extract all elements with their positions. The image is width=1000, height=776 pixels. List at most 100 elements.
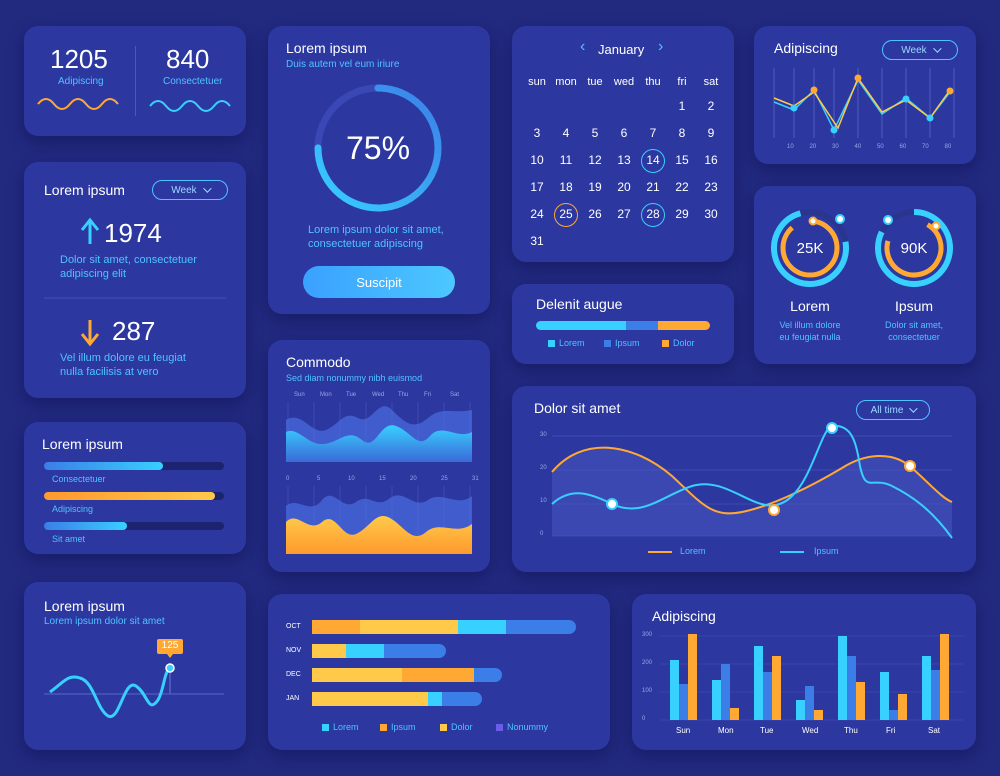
calendar-day[interactable]: 14 [641,149,665,173]
mini-line-badge: 125 [161,640,179,651]
commodo-number-tick: 10 [348,476,355,482]
ring-card: Lorem ipsum Duis autem vel eum iriure 75… [268,26,490,314]
dolor-ytick: 0 [540,531,544,537]
weekly-up-value: 1974 [104,218,162,248]
adipiscing-xtick: 60 [899,144,907,150]
calendar-day[interactable]: 25 [554,203,578,227]
commodo-day-tick: Thu [398,392,409,398]
calendar-day[interactable]: 30 [704,207,718,221]
commodo-wave-charts [286,402,472,554]
delenit-segment-ipsum [626,321,658,330]
donut-2-text1: Dolor sit amet, [884,320,944,330]
calendar-weekday: fri [677,76,687,88]
weekly-arrows [44,217,226,347]
commodo-number-tick: 15 [379,476,386,482]
calendar-day[interactable]: 7 [649,126,657,140]
calendar-day[interactable]: 12 [588,153,602,167]
all-time-select[interactable]: All time [856,400,930,420]
commodo-number-tick: 25 [441,476,448,482]
dolor-chart-title: Dolor sit amet [534,400,621,416]
calendar-next-button[interactable]: › [658,38,664,55]
calendar-day[interactable]: 11 [559,153,573,167]
calendar-day[interactable]: 24 [530,207,544,221]
hbar-month-label: JAN [286,695,300,702]
bar-ytick: 300 [642,632,653,638]
calendar-day[interactable]: 8 [678,126,686,140]
calendar-day[interactable]: 21 [646,180,660,194]
progress-track-1 [44,462,224,470]
calendar-weekday: mon [555,76,577,88]
weekly-title: Lorem ipsum [44,182,125,198]
progress-title: Lorem ipsum [42,436,123,452]
adipiscing-xtick: 50 [877,144,884,150]
stat-label-a: Adipiscing [58,76,104,87]
bar-ytick: 100 [642,688,653,694]
weekly-down-text2: nulla facilisis at vero [60,366,159,378]
progress-label-2: Adipiscing [52,504,94,514]
calendar-day[interactable]: 15 [675,153,689,167]
bars-thu [838,636,865,720]
calendar-day[interactable]: 17 [530,180,544,194]
calendar-day[interactable]: 4 [562,126,570,140]
calendar-day[interactable]: 1 [678,99,686,113]
calendar-day[interactable]: 18 [559,180,573,194]
adipiscing-xtick: 30 [832,144,839,150]
donut-2-label: Ipsum [894,298,934,314]
bars-sat [922,634,949,720]
calendar-day[interactable]: 9 [707,126,715,140]
commodo-card: Commodo Sed diam nonummy nibh euismod Su… [268,340,490,572]
delenit-legend-dolor: Dolor [662,338,695,348]
calendar-day[interactable]: 19 [588,180,602,194]
calendar-day[interactable]: 23 [704,180,718,194]
calendar-day[interactable]: 26 [588,207,602,221]
calendar-day[interactable]: 27 [617,207,631,221]
progress-track-2 [44,492,224,500]
arrow-up-icon [80,217,100,244]
calendar-day[interactable]: 3 [533,126,541,140]
calendar-day[interactable]: 31 [530,234,544,248]
calendar-day[interactable]: 2 [707,99,715,113]
calendar-day[interactable]: 20 [617,180,631,194]
donut-2-value: 90K [900,240,928,257]
adipiscing-xtick: 10 [787,144,794,150]
mini-line-card: Lorem ipsum Lorem ipsum dolor sit amet 1… [24,582,246,750]
stat-value-b: 840 [166,44,210,74]
bar-ytick: 200 [642,660,653,666]
dolor-chart-card: Dolor sit amet All time 30 20 10 0 Lorem Ip… [512,386,976,572]
calendar-day[interactable]: 13 [617,153,631,167]
calendar-day[interactable]: 6 [620,126,628,140]
calendar-weekday: sun [528,76,546,88]
commodo-number-tick: 31 [472,476,479,482]
hbars-chart [312,620,576,706]
calendar-day[interactable]: 22 [675,180,689,194]
commodo-day-tick: Sun [294,392,305,398]
stat-divider [135,46,136,116]
commodo-day-tick: Sat [450,392,460,398]
stat-value-a: 1205 [50,44,108,74]
delenit-segment-lorem [536,321,627,330]
calendar-day[interactable]: 10 [530,153,544,167]
bar-ytick: 0 [642,716,646,722]
adipiscing-xtick: 70 [922,144,929,150]
delenit-legend-lorem: Lorem [548,338,585,348]
hbar-month-label: DEC [286,671,301,678]
adipiscing-line-card: Adipiscing Week 10 20 30 40 50 60 70 80 [754,26,976,164]
progress-label-1: Consectetuer [52,474,106,484]
calendar-day[interactable]: 29 [675,207,689,221]
weekly-select[interactable]: Week [152,180,228,200]
commodo-day-tick: Fri [424,392,431,398]
ring-value: 75% [345,130,411,166]
calendar-day[interactable]: 28 [641,203,665,227]
calendar-prev-button[interactable]: ‹ [580,38,586,55]
bar-xtick: Fri [886,726,896,735]
ring-subtitle: Duis autem vel eum iriure [286,59,400,70]
donut-1-value: 25K [796,240,824,257]
bars-sun [670,634,697,720]
bars-wed [796,686,823,720]
calendar-day[interactable]: 16 [704,153,718,167]
calendar-day[interactable]: 5 [591,126,599,140]
adipiscing-week-select[interactable]: Week [882,40,958,60]
suscipit-button[interactable]: Suscipit [303,266,455,298]
ring-text1: Lorem ipsum dolor sit amet, [308,224,444,236]
